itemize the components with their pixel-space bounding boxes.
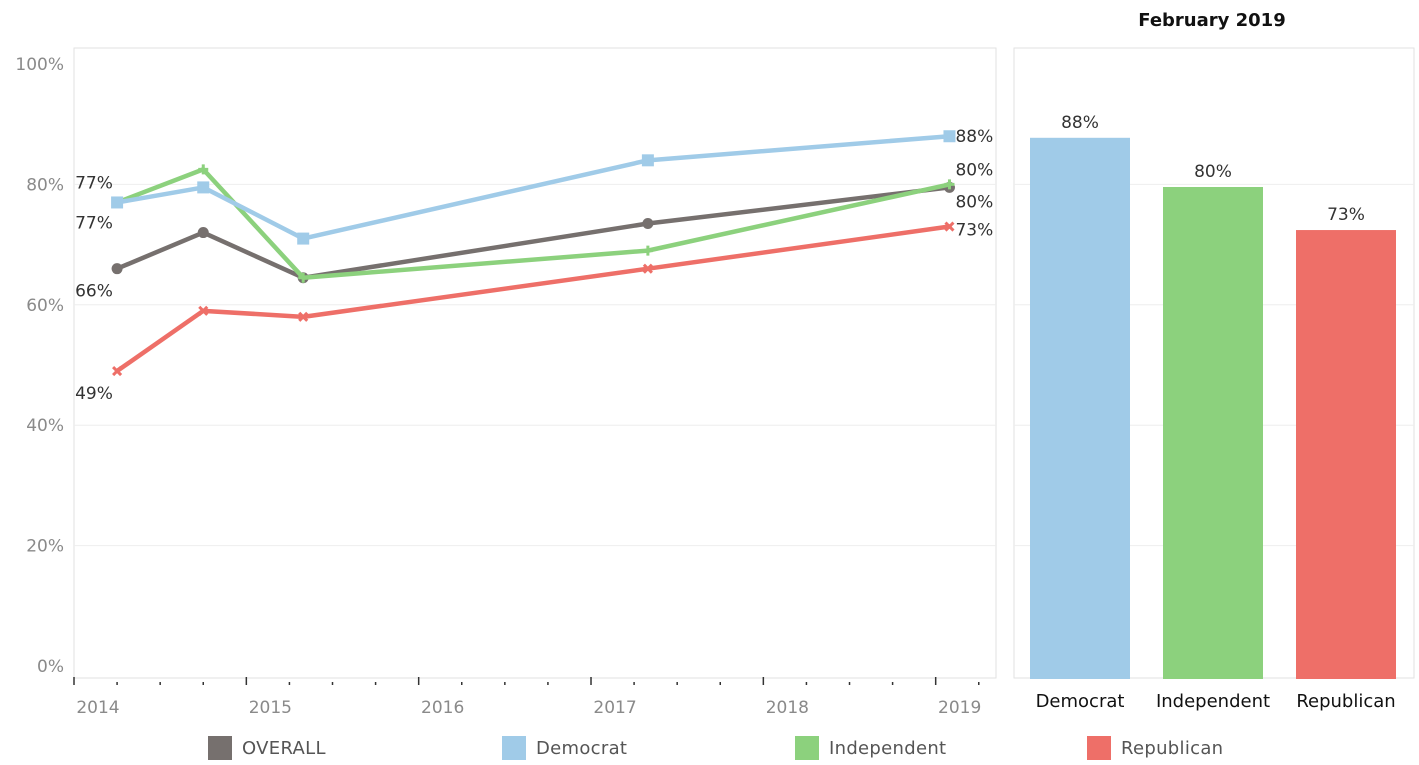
y-tick-label: 80% bbox=[26, 175, 64, 195]
data-point-democrat bbox=[197, 181, 210, 194]
legend-swatch bbox=[208, 736, 232, 760]
data-point-democrat bbox=[111, 196, 124, 209]
bar-value-label: 73% bbox=[1327, 205, 1365, 225]
legend-label: Independent bbox=[829, 737, 947, 759]
x-tick-label: 2015 bbox=[249, 698, 292, 718]
data-label-independent: 77% bbox=[75, 173, 113, 193]
data-label-overall: 66% bbox=[75, 282, 113, 302]
data-point-democrat bbox=[641, 154, 654, 167]
legend-item-republican[interactable]: Republican bbox=[1087, 735, 1223, 761]
x-tick-label: 2014 bbox=[76, 698, 119, 718]
data-point-independent bbox=[198, 164, 209, 175]
x-tick-label: 2016 bbox=[421, 698, 464, 718]
series-line-democrat bbox=[114, 133, 952, 241]
x-tick-label: 2019 bbox=[938, 698, 981, 718]
legend-item-overall[interactable]: OVERALL bbox=[208, 735, 326, 761]
bar-democrat bbox=[1030, 137, 1130, 680]
data-point-republican bbox=[944, 221, 955, 232]
data-point-independent bbox=[298, 272, 309, 283]
data-label-democrat: 77% bbox=[75, 213, 113, 233]
x-tick-label: 2017 bbox=[593, 698, 636, 718]
data-point-overall bbox=[197, 227, 209, 239]
bar-chart-title: February 2019 bbox=[1138, 10, 1285, 31]
data-point-republican bbox=[112, 365, 123, 377]
bar-chart-panel: February 2019 88% Democrat 80% Independent 7… bbox=[1013, 10, 1415, 712]
legend-label: Republican bbox=[1121, 737, 1224, 759]
bar-value-label: 88% bbox=[1061, 113, 1099, 133]
data-label-republican: 73% bbox=[955, 221, 993, 241]
legend-item-independent[interactable]: Independent bbox=[795, 735, 946, 761]
legend-swatch bbox=[1087, 736, 1111, 760]
data-label-independent: 80% bbox=[955, 160, 993, 180]
data-label-overall: 80% bbox=[955, 192, 993, 212]
bar-category-label: Republican bbox=[1296, 691, 1395, 712]
plot-frame bbox=[73, 47, 997, 679]
data-point-democrat bbox=[297, 232, 310, 245]
legend-item-democrat[interactable]: Democrat bbox=[502, 735, 627, 761]
data-point-republican bbox=[298, 311, 309, 322]
data-point-overall bbox=[642, 218, 654, 230]
line-chart-panel: 100% 80% 60% 40% 20% 0% 2014 2015 2016 2017 2018 20… bbox=[15, 47, 997, 718]
x-tick-label: 2018 bbox=[766, 698, 809, 718]
y-tick-label: 0% bbox=[37, 657, 64, 677]
bar-category-label: Independent bbox=[1156, 691, 1270, 712]
data-point-republican bbox=[642, 263, 653, 274]
data-point-independent bbox=[944, 179, 955, 190]
legend-label: Democrat bbox=[536, 737, 628, 759]
legend-label: OVERALL bbox=[242, 737, 326, 759]
data-point-democrat bbox=[943, 130, 956, 143]
data-point-independent bbox=[642, 245, 653, 256]
data-point-overall bbox=[111, 263, 123, 275]
data-point-republican bbox=[198, 305, 209, 316]
y-tick-label: 100% bbox=[15, 55, 64, 75]
data-label-democrat: 88% bbox=[955, 127, 993, 147]
legend-swatch bbox=[795, 736, 819, 760]
data-label-republican: 49% bbox=[75, 384, 113, 404]
y-tick-label: 20% bbox=[26, 537, 64, 557]
y-tick-label: 40% bbox=[26, 416, 64, 436]
legend-swatch bbox=[502, 736, 526, 760]
y-tick-label: 60% bbox=[26, 296, 64, 316]
series-line-overall bbox=[114, 185, 952, 280]
bar-category-label: Democrat bbox=[1036, 691, 1125, 712]
bar-independent bbox=[1163, 187, 1263, 679]
bar-value-label: 80% bbox=[1194, 162, 1232, 182]
bar-republican bbox=[1296, 230, 1396, 680]
